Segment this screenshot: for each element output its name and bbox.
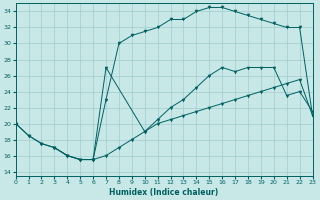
X-axis label: Humidex (Indice chaleur): Humidex (Indice chaleur) xyxy=(109,188,219,197)
